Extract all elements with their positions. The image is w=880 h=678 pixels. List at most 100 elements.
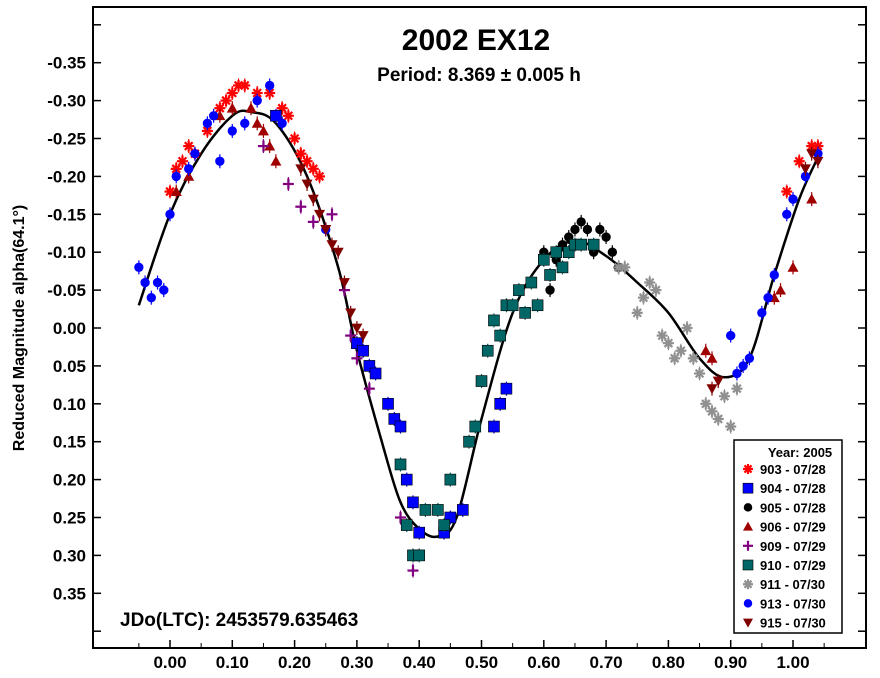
data-point [706,384,718,395]
fit-curve-layer [137,109,820,539]
marker-shape [146,293,156,303]
marker-shape [265,80,275,91]
marker-shape [494,329,506,342]
marker-shape [488,314,500,327]
data-point [320,225,332,235]
y-tick-label: -0.15 [47,205,86,224]
marker-shape [556,261,569,274]
data-point [637,292,649,304]
marker-shape [712,376,724,387]
legend-marker [742,559,754,571]
data-point [351,323,363,334]
marker-shape [190,148,200,159]
data-point [444,473,457,486]
marker-shape [475,375,488,387]
marker-stroke [707,406,717,417]
marker-shape [738,361,748,371]
x-tick-label: 1.00 [776,653,809,672]
data-point [220,95,232,107]
marker-stroke [743,464,753,474]
marker-shape [413,549,426,562]
data-point [506,299,519,312]
marker-shape [183,170,195,181]
data-point [251,117,263,128]
data-point [270,155,282,166]
data-point [289,133,301,144]
marker-shape [295,164,307,175]
data-point [537,253,550,266]
marker-shape [595,224,605,235]
marker-stroke [283,111,294,121]
marker-shape [576,217,586,227]
data-point [184,164,194,174]
marker-stroke [669,353,680,363]
data-point [226,87,238,99]
data-point [388,413,401,425]
marker-shape [240,118,250,129]
marker-stroke [663,338,674,348]
chart-title: 2002 EX12 [402,24,550,57]
data-point [282,178,294,190]
data-point [270,109,282,122]
data-point [134,262,144,273]
marker-shape [481,344,494,357]
data-point [395,512,407,523]
marker-shape [202,118,213,129]
series-5 [394,237,600,563]
marker-shape [743,599,753,608]
marker-shape [782,209,792,219]
x-tick-label: 0.10 [216,653,249,672]
marker-shape [307,194,319,205]
y-axis-label: Reduced Magnitude alpha(64.1°) [11,205,28,451]
marker-stroke [308,164,318,174]
data-point [251,87,263,99]
marker-shape [257,125,269,136]
marker-stroke [794,156,804,166]
marker-stroke [676,346,686,356]
chart-subtitle: Period: 8.369 ± 0.005 h [377,65,581,86]
data-point [595,224,605,235]
data-point [513,284,525,296]
marker-stroke [782,186,792,197]
data-point [656,330,668,342]
marker-shape [170,186,182,196]
data-point [675,345,687,357]
marker-shape [326,240,338,251]
data-point [307,216,319,228]
series-2 [539,214,624,298]
data-point [763,293,773,303]
data-point [400,473,413,486]
data-point [550,246,563,258]
data-point [650,284,662,296]
marker-shape [494,397,506,410]
data-point [812,156,824,167]
marker-shape [400,519,413,531]
data-point [725,421,737,433]
legend-marker [743,503,753,512]
marker-shape [787,261,799,272]
legend-label: 905 - 07/28 [760,500,826,515]
marker-shape [184,164,194,174]
marker-shape [252,95,262,106]
x-tick-label: 0.90 [714,653,747,672]
marker-shape [270,155,282,166]
legend-label: 911 - 07/30 [760,577,825,592]
y-tick-label: -0.20 [47,167,86,186]
data-point [301,179,313,190]
marker-shape [264,140,276,151]
marker-stroke [632,308,642,318]
marker-shape [575,238,587,251]
marker-shape [413,526,426,539]
data-point [351,337,363,349]
marker-shape [800,171,811,182]
data-point [257,125,269,136]
data-point [407,496,419,509]
legend-label: 903 - 07/28 [760,462,826,477]
data-point [245,102,257,113]
data-point [738,361,748,371]
data-point [662,337,674,349]
marker-stroke [732,383,742,394]
marker-shape [463,435,475,448]
marker-stroke [227,88,237,98]
y-tick-label: 0.15 [53,433,86,452]
